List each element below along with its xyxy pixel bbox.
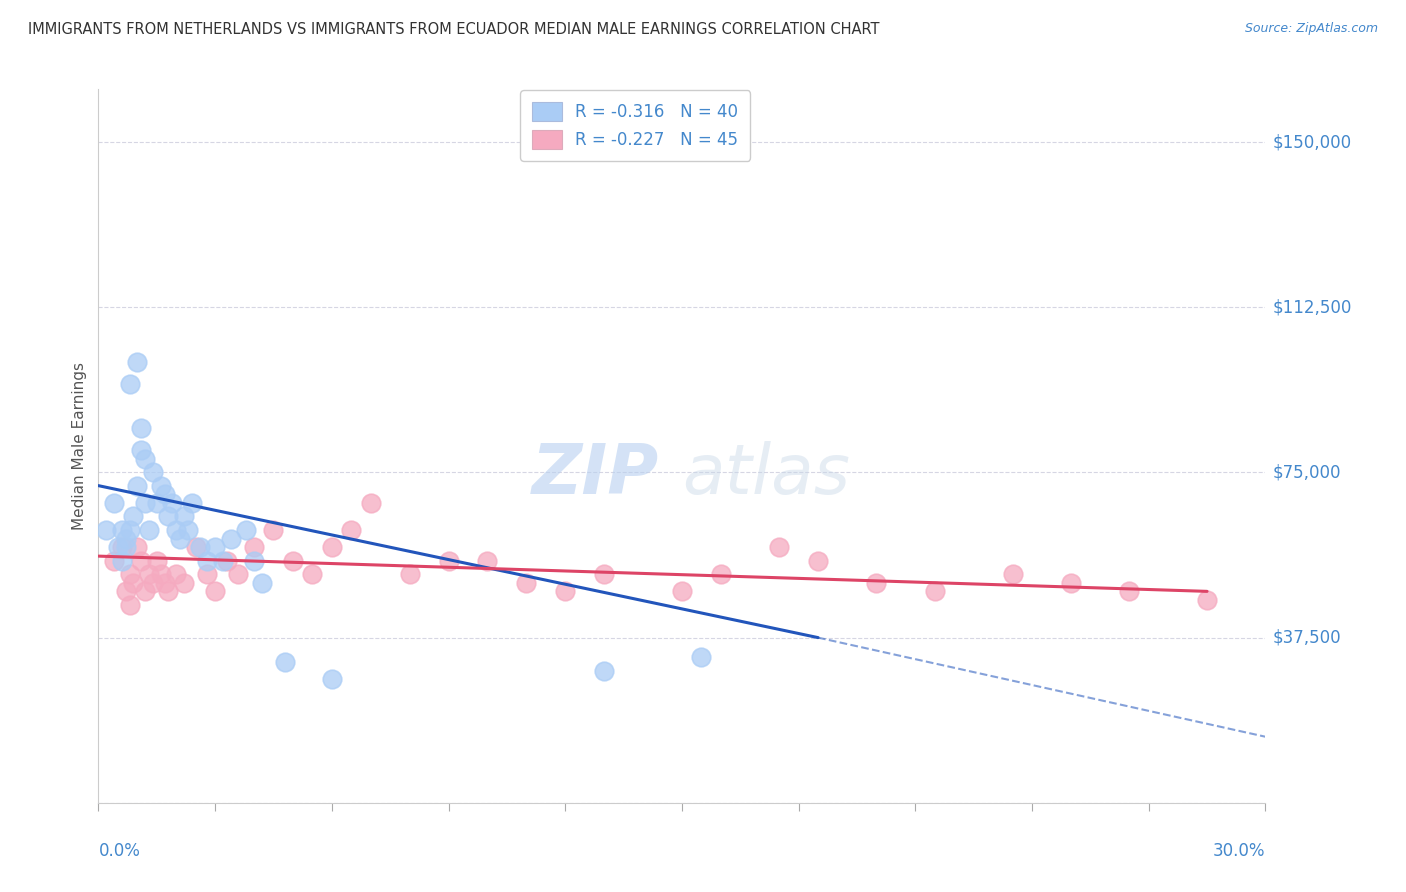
Point [134, 496, 156, 510]
Text: Source: ZipAtlas.com: Source: ZipAtlas.com [1244, 22, 1378, 36]
Text: 30.0%: 30.0% [1213, 842, 1265, 860]
Point [173, 509, 195, 524]
Point [515, 575, 537, 590]
Point [157, 584, 180, 599]
Point [243, 553, 266, 567]
Point [149, 566, 172, 581]
Point [103, 553, 125, 567]
Point [215, 553, 238, 567]
Point [690, 650, 713, 665]
Point [114, 532, 136, 546]
Point [477, 553, 499, 567]
Point [129, 443, 152, 458]
Point [153, 575, 176, 590]
Point [118, 377, 141, 392]
Point [195, 566, 218, 581]
Point [1001, 566, 1024, 581]
Point [122, 575, 145, 590]
Point [671, 584, 693, 599]
Point [118, 566, 141, 581]
Text: ZIP: ZIP [531, 441, 658, 508]
Text: $112,500: $112,500 [1272, 298, 1351, 317]
Text: 0.0%: 0.0% [98, 842, 141, 860]
Point [807, 553, 830, 567]
Point [243, 541, 266, 555]
Point [219, 532, 242, 546]
Point [1195, 593, 1218, 607]
Point [114, 584, 136, 599]
Point [146, 496, 169, 510]
Point [204, 584, 226, 599]
Point [212, 553, 235, 567]
Point [204, 541, 226, 555]
Point [127, 541, 149, 555]
Point [554, 584, 576, 599]
Point [118, 598, 141, 612]
Point [122, 509, 145, 524]
Point [129, 421, 152, 435]
Point [398, 566, 420, 581]
Point [1060, 575, 1083, 590]
Point [924, 584, 946, 599]
Point [162, 496, 184, 510]
Point [103, 496, 125, 510]
Point [177, 523, 200, 537]
Point [360, 496, 382, 510]
Point [96, 523, 118, 537]
Point [262, 523, 284, 537]
Point [114, 541, 136, 555]
Point [184, 541, 207, 555]
Point [281, 553, 304, 567]
Point [153, 487, 176, 501]
Point [437, 553, 460, 567]
Text: $150,000: $150,000 [1272, 133, 1351, 151]
Point [118, 523, 141, 537]
Point [188, 541, 211, 555]
Point [768, 541, 790, 555]
Point [165, 523, 187, 537]
Point [274, 655, 297, 669]
Point [180, 496, 202, 510]
Legend: R = -0.316   N = 40, R = -0.227   N = 45: R = -0.316 N = 40, R = -0.227 N = 45 [520, 90, 749, 161]
Point [127, 478, 149, 492]
Text: $37,500: $37,500 [1272, 629, 1341, 647]
Point [146, 553, 169, 567]
Point [235, 523, 257, 537]
Point [228, 566, 250, 581]
Point [593, 664, 616, 678]
Text: $75,000: $75,000 [1272, 464, 1341, 482]
Point [1118, 584, 1140, 599]
Point [865, 575, 887, 590]
Point [127, 355, 149, 369]
Text: IMMIGRANTS FROM NETHERLANDS VS IMMIGRANTS FROM ECUADOR MEDIAN MALE EARNINGS CORR: IMMIGRANTS FROM NETHERLANDS VS IMMIGRANT… [28, 22, 880, 37]
Point [138, 523, 160, 537]
Point [173, 575, 195, 590]
Point [138, 566, 160, 581]
Point [111, 523, 134, 537]
Point [301, 566, 323, 581]
Point [593, 566, 616, 581]
Y-axis label: Median Male Earnings: Median Male Earnings [72, 362, 87, 530]
Point [340, 523, 363, 537]
Point [157, 509, 180, 524]
Point [134, 584, 156, 599]
Point [142, 466, 165, 480]
Point [195, 553, 218, 567]
Point [165, 566, 187, 581]
Point [129, 553, 152, 567]
Point [111, 553, 134, 567]
Point [321, 541, 343, 555]
Point [149, 478, 172, 492]
Point [142, 575, 165, 590]
Point [321, 673, 343, 687]
Point [169, 532, 191, 546]
Point [107, 541, 129, 555]
Point [111, 541, 134, 555]
Point [710, 566, 733, 581]
Point [134, 452, 156, 467]
Point [250, 575, 273, 590]
Text: atlas: atlas [682, 441, 849, 508]
